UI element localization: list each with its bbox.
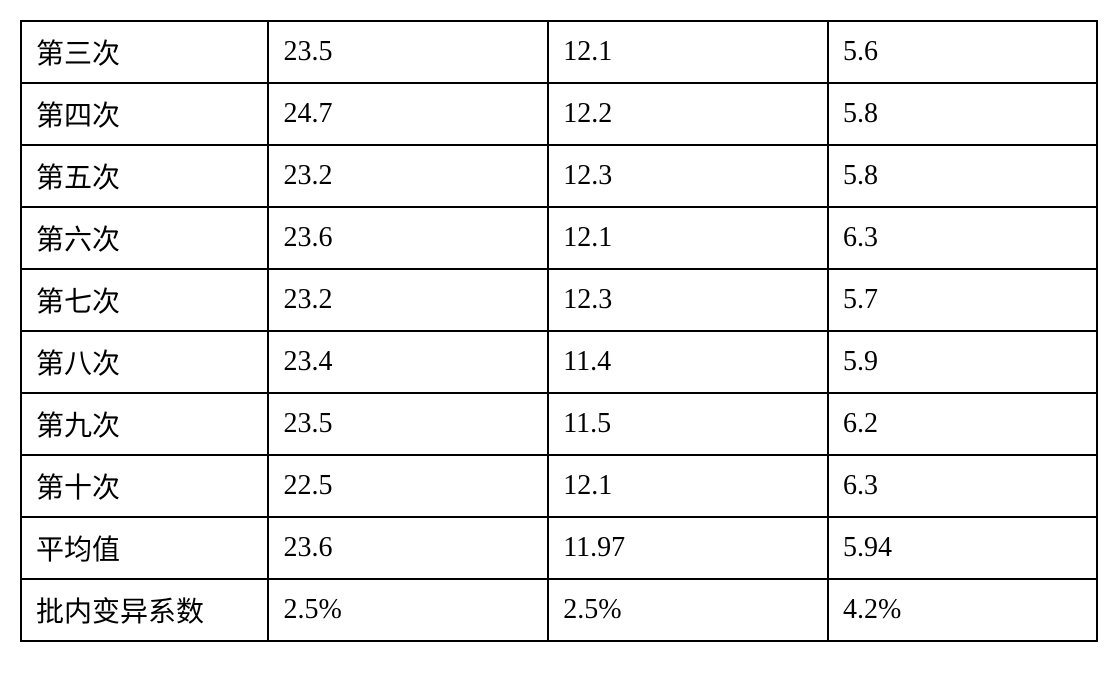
row-label-cell: 第六次 xyxy=(21,207,268,269)
value-cell: 5.9 xyxy=(828,331,1097,393)
row-label-cell: 平均值 xyxy=(21,517,268,579)
value-cell: 11.97 xyxy=(548,517,828,579)
row-label-cell: 第三次 xyxy=(21,21,268,83)
row-label-cell: 批内变异系数 xyxy=(21,579,268,641)
value-cell: 5.7 xyxy=(828,269,1097,331)
table-row: 第十次 22.5 12.1 6.3 xyxy=(21,455,1097,517)
value-cell: 12.3 xyxy=(548,145,828,207)
value-cell: 23.6 xyxy=(268,207,548,269)
row-label-cell: 第八次 xyxy=(21,331,268,393)
value-cell: 6.2 xyxy=(828,393,1097,455)
value-cell: 24.7 xyxy=(268,83,548,145)
row-label-cell: 第九次 xyxy=(21,393,268,455)
row-label-cell: 第四次 xyxy=(21,83,268,145)
value-cell: 5.8 xyxy=(828,145,1097,207)
table-row: 第四次 24.7 12.2 5.8 xyxy=(21,83,1097,145)
value-cell: 5.94 xyxy=(828,517,1097,579)
table-row: 平均值 23.6 11.97 5.94 xyxy=(21,517,1097,579)
value-cell: 23.5 xyxy=(268,21,548,83)
value-cell: 23.2 xyxy=(268,145,548,207)
value-cell: 11.5 xyxy=(548,393,828,455)
value-cell: 12.1 xyxy=(548,455,828,517)
row-label-cell: 第五次 xyxy=(21,145,268,207)
value-cell: 12.1 xyxy=(548,21,828,83)
value-cell: 23.6 xyxy=(268,517,548,579)
table-body: 第三次 23.5 12.1 5.6 第四次 24.7 12.2 5.8 第五次 … xyxy=(21,21,1097,641)
value-cell: 4.2% xyxy=(828,579,1097,641)
value-cell: 12.3 xyxy=(548,269,828,331)
value-cell: 12.1 xyxy=(548,207,828,269)
value-cell: 23.4 xyxy=(268,331,548,393)
value-cell: 2.5% xyxy=(268,579,548,641)
row-label-cell: 第十次 xyxy=(21,455,268,517)
value-cell: 23.5 xyxy=(268,393,548,455)
data-table: 第三次 23.5 12.1 5.6 第四次 24.7 12.2 5.8 第五次 … xyxy=(20,20,1098,642)
value-cell: 6.3 xyxy=(828,207,1097,269)
table-row: 批内变异系数 2.5% 2.5% 4.2% xyxy=(21,579,1097,641)
table-row: 第七次 23.2 12.3 5.7 xyxy=(21,269,1097,331)
table-row: 第八次 23.4 11.4 5.9 xyxy=(21,331,1097,393)
table-row: 第五次 23.2 12.3 5.8 xyxy=(21,145,1097,207)
value-cell: 5.8 xyxy=(828,83,1097,145)
value-cell: 5.6 xyxy=(828,21,1097,83)
value-cell: 6.3 xyxy=(828,455,1097,517)
value-cell: 23.2 xyxy=(268,269,548,331)
value-cell: 22.5 xyxy=(268,455,548,517)
value-cell: 2.5% xyxy=(548,579,828,641)
table-row: 第三次 23.5 12.1 5.6 xyxy=(21,21,1097,83)
row-label-cell: 第七次 xyxy=(21,269,268,331)
table-row: 第六次 23.6 12.1 6.3 xyxy=(21,207,1097,269)
table-row: 第九次 23.5 11.5 6.2 xyxy=(21,393,1097,455)
value-cell: 12.2 xyxy=(548,83,828,145)
value-cell: 11.4 xyxy=(548,331,828,393)
